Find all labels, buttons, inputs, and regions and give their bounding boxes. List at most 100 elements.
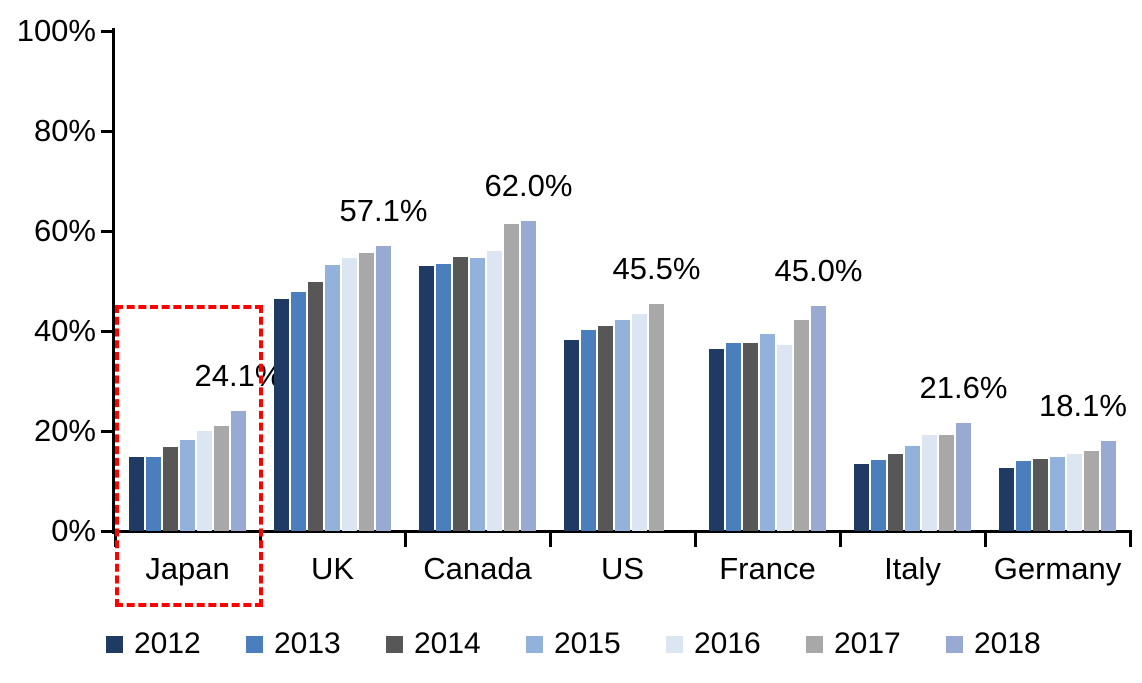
- bar-japan-2018: [231, 410, 246, 531]
- data-label-uk: 57.1%: [339, 192, 428, 228]
- data-label-japan: 24.1%: [194, 357, 283, 393]
- bar-canada-2013: [436, 264, 451, 531]
- bar-japan-2015: [180, 439, 195, 531]
- bar-italy-2017: [939, 434, 954, 531]
- bar-japan-2014: [163, 447, 178, 531]
- bar-canada-2014: [453, 257, 468, 531]
- bar-germany-2012: [999, 468, 1014, 531]
- legend-item-2012: 2012: [106, 626, 246, 662]
- bar-france-2014: [743, 343, 758, 531]
- legend-swatch-2014: [386, 635, 403, 653]
- bar-canada-2015: [470, 258, 485, 531]
- bar-france-2018: [811, 306, 826, 531]
- legend-item-2016: 2016: [666, 626, 806, 662]
- legend-label-2013: 2013: [274, 627, 341, 660]
- bar-germany-2015: [1050, 456, 1065, 531]
- bar-italy-2016: [922, 435, 937, 531]
- bar-uk-2017: [359, 253, 374, 531]
- legend-swatch-2017: [806, 635, 823, 653]
- legend-swatch-2016: [666, 635, 683, 653]
- legend: 2012 2013 2014 2015 2016 2017 2018: [106, 626, 1086, 662]
- x-axis-tick: [549, 532, 552, 547]
- bar-us-2013: [581, 330, 596, 531]
- legend-item-2013: 2013: [246, 626, 386, 662]
- category-label-france: France: [719, 551, 816, 586]
- y-axis-tick: [101, 330, 115, 333]
- x-axis-tick: [984, 532, 987, 547]
- bar-japan-2013: [146, 456, 161, 531]
- y-axis-tick-label: 40%: [33, 313, 96, 348]
- category-label-canada: Canada: [423, 551, 532, 586]
- y-axis-tick: [101, 130, 115, 133]
- bar-us-2015: [615, 319, 630, 531]
- data-label-germany: 18.1%: [1039, 387, 1127, 423]
- legend-label-2017: 2017: [834, 627, 901, 660]
- bar-germany-2018: [1101, 440, 1116, 531]
- data-label-canada: 62.0%: [484, 168, 573, 203]
- bar-germany-2014: [1033, 458, 1048, 531]
- bar-canada-2017: [504, 223, 519, 531]
- bar-uk-2012: [274, 299, 289, 531]
- x-axis-tick: [694, 532, 697, 547]
- legend-item-2014: 2014: [386, 626, 526, 662]
- bar-japan-2012: [129, 457, 144, 531]
- category-label-us: US: [600, 551, 645, 586]
- x-axis-tick: [259, 532, 262, 547]
- bar-us-2014: [598, 326, 613, 531]
- legend-swatch-2018: [946, 635, 963, 653]
- bar-italy-2012: [854, 464, 869, 531]
- x-axis-tick: [1129, 532, 1132, 547]
- y-axis-tick-label: 60%: [33, 213, 96, 248]
- x-axis-tick: [839, 532, 842, 547]
- x-axis-tick: [114, 532, 117, 547]
- bar-germany-2013: [1016, 461, 1031, 531]
- bar-france-2016: [777, 344, 792, 531]
- y-axis-tick-label: 20%: [33, 413, 96, 448]
- bar-canada-2016: [487, 251, 502, 531]
- bar-germany-2017: [1084, 450, 1099, 531]
- y-axis-line: [112, 28, 115, 534]
- legend-item-2015: 2015: [526, 626, 666, 662]
- legend-item-2017: 2017: [806, 626, 946, 662]
- legend-swatch-2012: [106, 635, 123, 653]
- category-label-uk: UK: [310, 551, 355, 586]
- bar-japan-2016: [197, 430, 212, 531]
- bar-canada-2012: [419, 266, 434, 531]
- bar-uk-2014: [308, 281, 323, 531]
- y-axis-tick: [101, 530, 115, 533]
- legend-label-2012: 2012: [134, 627, 201, 660]
- y-axis-tick: [101, 430, 115, 433]
- legend-item-2018: 2018: [946, 626, 1086, 662]
- bar-france-2012: [709, 348, 724, 531]
- bar-uk-2013: [291, 291, 306, 531]
- legend-swatch-2013: [246, 635, 263, 653]
- legend-label-2014: 2014: [414, 627, 481, 660]
- x-axis-line: [112, 530, 1132, 533]
- bar-italy-2015: [905, 446, 920, 531]
- bar-france-2015: [760, 334, 775, 531]
- bar-france-2017: [794, 319, 809, 531]
- y-axis-tick-label: 100%: [16, 13, 96, 48]
- bar-italy-2013: [871, 460, 886, 531]
- bar-us-2017: [649, 303, 664, 531]
- bar-canada-2018: [521, 221, 536, 531]
- bar-germany-2016: [1067, 454, 1082, 531]
- bar-uk-2018: [376, 245, 391, 531]
- legend-label-2015: 2015: [554, 627, 621, 660]
- legend-label-2018: 2018: [974, 627, 1041, 660]
- y-axis-tick: [101, 30, 115, 33]
- y-axis-tick: [101, 230, 115, 233]
- legend-label-2016: 2016: [694, 627, 761, 660]
- x-axis-tick: [404, 532, 407, 547]
- bar-uk-2015: [325, 264, 340, 531]
- category-label-germany: Germany: [993, 551, 1122, 586]
- y-axis-tick-label: 80%: [33, 113, 96, 148]
- legend-swatch-2015: [526, 635, 543, 653]
- bar-italy-2014: [888, 454, 903, 531]
- data-label-us: 45.5%: [612, 250, 701, 286]
- bar-us-2012: [564, 339, 579, 531]
- bar-france-2013: [726, 342, 741, 531]
- bar-uk-2016: [342, 258, 357, 531]
- data-label-france: 45.0%: [774, 253, 863, 288]
